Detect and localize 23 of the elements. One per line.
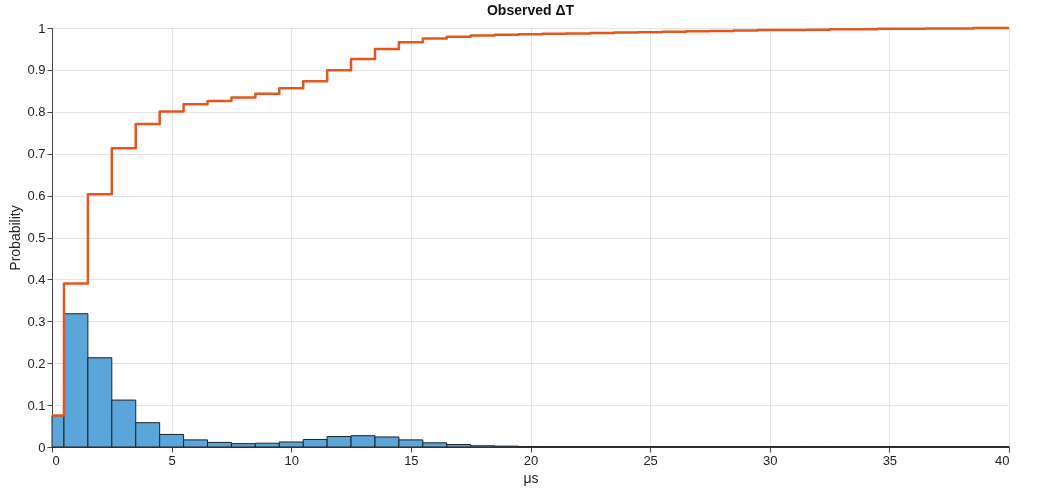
- chart-title: Observed ΔT: [486, 2, 575, 18]
- x-axis-title: μs: [523, 469, 539, 486]
- y-tick-label: 1: [38, 20, 46, 36]
- y-tick-label: 0.4: [27, 271, 46, 287]
- y-tick-label: 0.6: [27, 188, 46, 204]
- x-tick-label: 20: [523, 452, 539, 468]
- x-tick-label: 25: [643, 452, 658, 468]
- x-tick-label: 35: [882, 452, 898, 468]
- y-tick-label: 0.2: [27, 355, 46, 371]
- y-tick-label: 0.3: [27, 313, 46, 329]
- x-tick-label: 30: [763, 452, 778, 468]
- y-tick-label: 0.7: [27, 146, 46, 162]
- x-tick-label: 0: [52, 452, 60, 468]
- x-tick-label: 10: [284, 452, 299, 468]
- y-tick-label: 0.8: [27, 104, 46, 120]
- y-tick-label: 0.1: [27, 397, 46, 413]
- y-tick-label: 0.9: [27, 62, 46, 78]
- x-tick-label: 15: [404, 452, 419, 468]
- x-tick-label: 5: [168, 452, 176, 468]
- y-axis-title: Probability: [7, 205, 24, 271]
- y-tick-label: 0: [38, 439, 46, 455]
- x-tick-label: 40: [995, 452, 1010, 468]
- y-tick-label: 0.5: [27, 230, 46, 245]
